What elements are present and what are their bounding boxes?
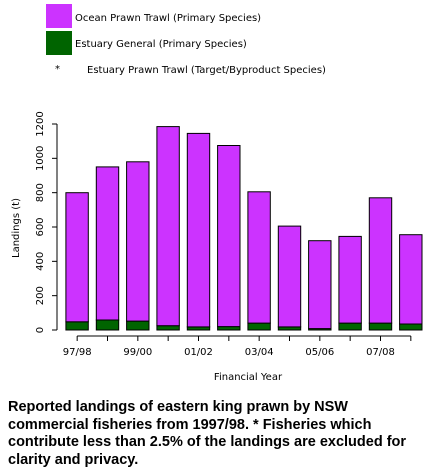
bar-estuary-general-6 — [247, 322, 271, 331]
x-tick-label-0: 97/98 — [63, 347, 92, 358]
y-axis: 0 200 400 600 800 1000 1200 — [35, 111, 58, 333]
x-tick-label-10: 07/08 — [366, 347, 395, 358]
y-axis-title: Landings (t) — [11, 198, 22, 258]
bar-estuary-general-10 — [368, 322, 393, 331]
legend-swatch-ocean-prawn-trawl — [46, 4, 72, 28]
legend-label-estuary-general: Estuary General (Primary Species) — [75, 39, 247, 50]
bar-estuary-general-11 — [399, 323, 423, 331]
legend-label-estuary-prawn-trawl: Estuary Prawn Trawl (Target/Byproduct Sp… — [87, 65, 326, 76]
bar-ocean-prawn-trawl-2 — [126, 161, 150, 322]
y-tick-label-4: 800 — [35, 183, 46, 202]
y-tick-label-3: 600 — [35, 217, 46, 236]
bar-ocean-prawn-trawl-6 — [247, 191, 271, 324]
y-tick-label-5: 1000 — [35, 146, 46, 171]
bar-ocean-prawn-trawl-5 — [217, 145, 241, 328]
x-axis-title: Financial Year — [214, 372, 283, 383]
legend-symbol-estuary-prawn-trawl: * — [55, 64, 60, 75]
bar-estuary-general-3 — [156, 325, 180, 331]
legend-label-ocean-prawn-trawl: Ocean Prawn Trawl (Primary Species) — [75, 13, 261, 24]
bar-ocean-prawn-trawl-10 — [368, 197, 393, 324]
y-tick-label-6: 1200 — [35, 111, 46, 136]
bar-estuary-general-1 — [95, 319, 120, 331]
landings-chart: Ocean Prawn Trawl (Primary Species) Estu… — [11, 4, 423, 383]
bar-ocean-prawn-trawl-0 — [65, 192, 89, 323]
bar-ocean-prawn-trawl-4 — [186, 132, 211, 328]
bar-estuary-general-5 — [217, 326, 241, 331]
x-tick-label-6: 03/04 — [245, 347, 274, 358]
x-axis: 97/98 99/00 01/02 03/04 05/06 07/08 — [63, 335, 412, 358]
legend-swatch-estuary-general — [46, 31, 72, 55]
bar-ocean-prawn-trawl-8 — [308, 240, 332, 330]
bar-ocean-prawn-trawl-3 — [156, 126, 180, 327]
figure-caption: Reported landings of eastern king prawn … — [8, 399, 407, 468]
bar-estuary-general-9 — [338, 322, 362, 331]
bar-estuary-general-2 — [126, 320, 150, 331]
bar-ocean-prawn-trawl-7 — [277, 225, 302, 328]
x-tick-label-2: 99/00 — [123, 347, 152, 358]
chart-legend: Ocean Prawn Trawl (Primary Species) Estu… — [46, 4, 326, 76]
bar-estuary-general-0 — [65, 321, 89, 331]
y-tick-label-0: 0 — [35, 327, 46, 333]
x-tick-label-8: 05/06 — [305, 347, 334, 358]
bars-group — [65, 126, 423, 331]
bar-ocean-prawn-trawl-9 — [338, 235, 362, 324]
y-tick-label-2: 400 — [35, 252, 46, 271]
x-tick-label-4: 01/02 — [184, 347, 213, 358]
y-tick-label-1: 200 — [35, 286, 46, 305]
bar-ocean-prawn-trawl-1 — [95, 166, 120, 321]
bar-ocean-prawn-trawl-11 — [399, 234, 423, 325]
